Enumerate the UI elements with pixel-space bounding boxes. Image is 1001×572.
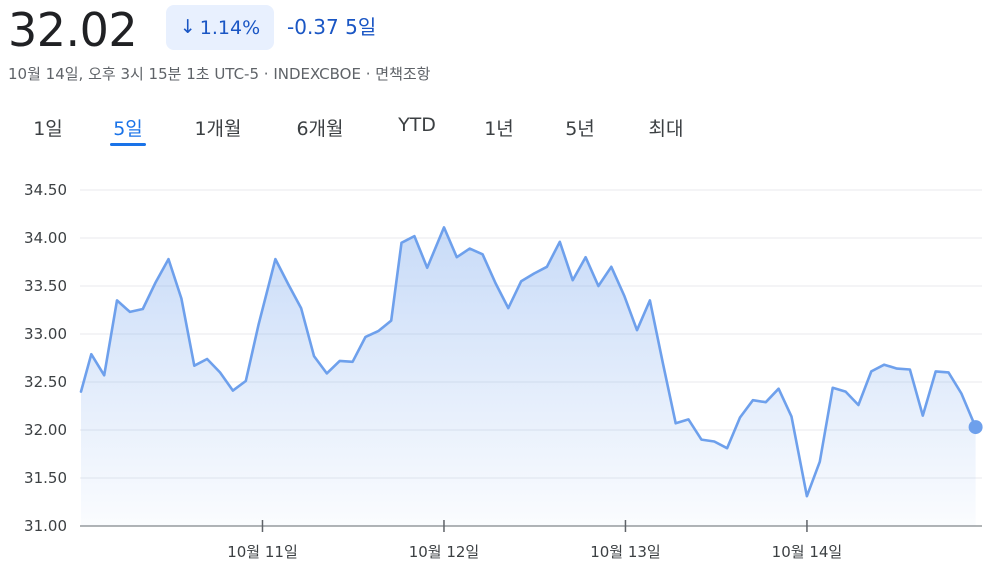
y-tick-label: 31.50 (24, 469, 67, 487)
y-tick-label: 34.50 (24, 181, 67, 199)
x-tick-label: 10월 12일 (409, 543, 480, 561)
y-tick-label: 33.00 (24, 325, 67, 343)
y-tick-label: 32.50 (24, 373, 67, 391)
x-tick-label: 10월 11일 (227, 543, 298, 561)
arrow-down-icon: ↓ (179, 16, 196, 38)
tab-5[interactable]: 1년 (484, 118, 514, 140)
y-tick-label: 34.00 (24, 229, 67, 247)
tab-1[interactable]: 5일 (113, 118, 143, 140)
tab-3[interactable]: 6개월 (296, 118, 344, 140)
current-price: 32.02 (8, 3, 138, 57)
tab-4[interactable]: YTD (398, 114, 436, 136)
tab-6[interactable]: 5년 (565, 118, 595, 140)
tab-7[interactable]: 최대 (648, 118, 684, 140)
quote-meta: 10월 14일, 오후 3시 15분 1초 UTC-5 · INDEXCBOE … (8, 65, 431, 83)
change-absolute: -0.37 5일 (287, 12, 376, 42)
x-tick-label: 10월 13일 (590, 543, 661, 561)
tab-0[interactable]: 1일 (33, 118, 63, 140)
range-tabs: 1일 5일 1개월 6개월 YTD 1년 5년 최대 (0, 108, 1001, 152)
y-tick-label: 32.00 (24, 421, 67, 439)
change-percent-badge: ↓ 1.14% (166, 5, 274, 50)
x-tick-label: 10월 14일 (772, 543, 843, 561)
price-line (79, 226, 977, 498)
change-absolute-value: -0.37 (287, 15, 339, 39)
change-period-label: 5일 (345, 15, 377, 39)
y-tick-label: 31.00 (24, 517, 67, 535)
current-price-dot (968, 420, 983, 435)
tab-2[interactable]: 1개월 (194, 118, 242, 140)
change-percent-value: 1.14% (199, 16, 261, 39)
price-area (81, 227, 976, 526)
y-tick-label: 33.50 (24, 277, 67, 295)
active-tab-underline (110, 143, 146, 146)
